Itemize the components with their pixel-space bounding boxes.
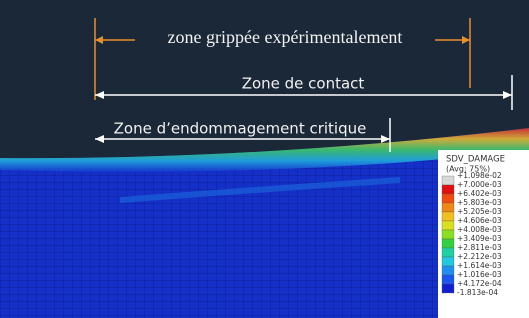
legend-label: +4.008e-03	[457, 225, 502, 234]
color-band	[442, 275, 454, 284]
legend-label: +2.811e-03	[457, 243, 502, 252]
figure: zone grippée expérimentalement Zone de c…	[0, 0, 529, 318]
color-band	[442, 284, 454, 293]
legend-label: +4.606e-03	[457, 216, 502, 225]
legend-title: SDV_DAMAGE	[446, 155, 505, 165]
legend-label: +5.205e-03	[457, 207, 502, 216]
page: zone grippée expérimentalement Zone de c…	[0, 0, 529, 318]
legend-label: +1.016e-03	[457, 270, 502, 279]
annotation: Zone d’endommagement critique	[114, 120, 367, 138]
color-band	[442, 185, 454, 194]
color-band	[442, 221, 454, 230]
legend-label: +6.402e-03	[457, 189, 502, 198]
color-band	[442, 266, 454, 275]
color-band	[442, 257, 454, 266]
color-band	[442, 194, 454, 203]
legend: SDV_DAMAGE (Avg: 75%) +1.098e-02+7.000e-…	[438, 150, 529, 318]
legend-label: +4.172e-04	[457, 279, 502, 288]
legend-label: +1.098e-02	[457, 171, 502, 180]
color-band	[442, 239, 454, 248]
color-band	[442, 176, 454, 185]
legend-label: +2.212e-03	[457, 252, 502, 261]
color-band	[442, 248, 454, 257]
legend-label: +7.000e-03	[457, 180, 502, 189]
legend-label: +5.803e-03	[457, 198, 502, 207]
legend-label: +3.409e-03	[457, 234, 502, 243]
legend-label: +1.614e-03	[457, 261, 502, 270]
color-band	[442, 212, 454, 221]
annotation: Zone de contact	[242, 75, 365, 93]
color-band	[442, 230, 454, 239]
legend-label: -1.813e-04	[457, 288, 498, 297]
color-band	[442, 203, 454, 212]
annotation: zone grippée expérimentalement	[168, 27, 403, 47]
